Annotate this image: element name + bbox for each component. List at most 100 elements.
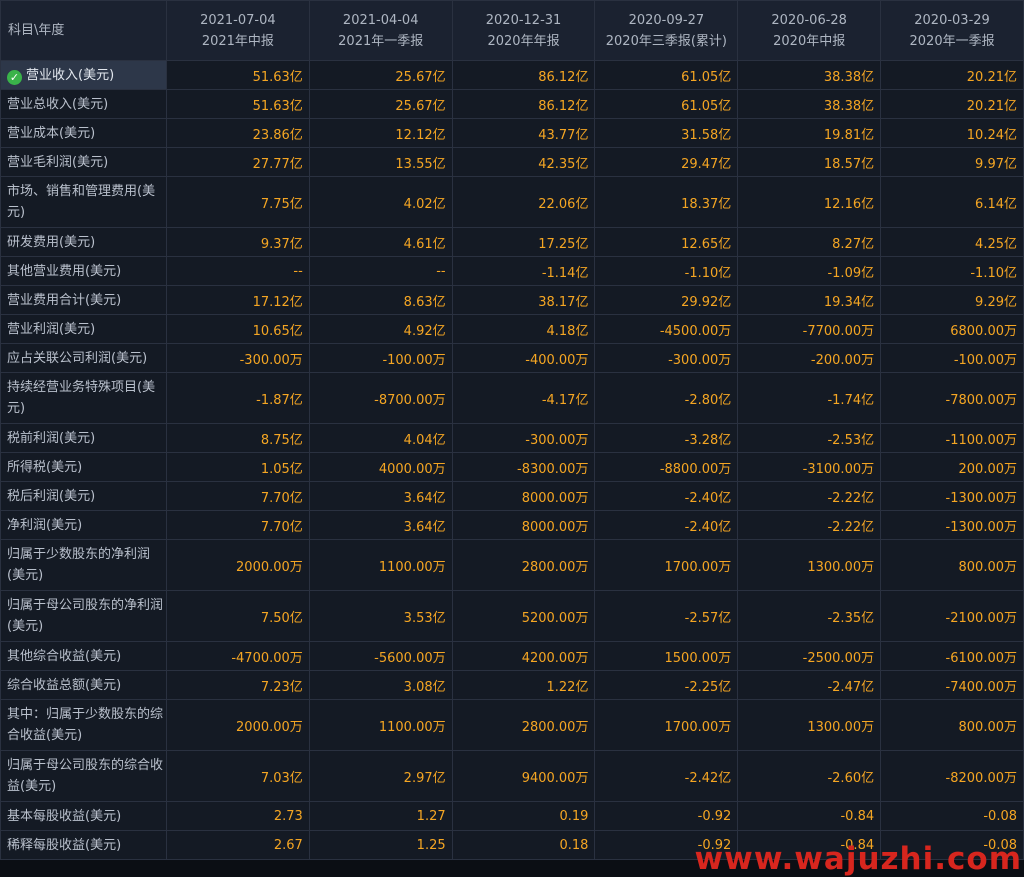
row-label[interactable]: 研发费用(美元): [0, 227, 167, 257]
corner-header: 科目\年度: [0, 0, 167, 61]
value-cell: -1300.00万: [880, 510, 1024, 540]
row-label[interactable]: 应占关联公司利润(美元): [0, 343, 167, 373]
value-cell: -0.84: [737, 830, 882, 860]
period-header[interactable]: 2021-07-04 2021年中报: [165, 0, 310, 61]
value-cell: -2.22亿: [737, 481, 882, 511]
row-label[interactable]: 营业利润(美元): [0, 314, 167, 344]
row-label[interactable]: 归属于少数股东的净利润(美元): [0, 539, 167, 591]
value-cell: 0.18: [451, 830, 596, 860]
table-row[interactable]: 归属于母公司股东的综合收益(美元) 7.03亿 2.97亿 9400.00万 -2.42…: [0, 750, 1024, 802]
value-cell: 17.25亿: [451, 227, 596, 257]
value-cell: 7.70亿: [165, 510, 310, 540]
row-label[interactable]: 营业毛利润(美元): [0, 147, 167, 177]
table-row[interactable]: 其中：归属于少数股东的综合收益(美元) 2000.00万 1100.00万 2800.…: [0, 699, 1024, 751]
table-row[interactable]: 应占关联公司利润(美元) -300.00万 -100.00万 -400.00万 -300…: [0, 343, 1024, 373]
value-cell: -0.08: [880, 801, 1024, 831]
table-row[interactable]: 研发费用(美元) 9.37亿 4.61亿 17.25亿 12.65亿 8.27亿 4.25亿: [0, 227, 1024, 257]
period-label: 2020年中报: [773, 33, 846, 49]
table-row[interactable]: 综合收益总额(美元) 7.23亿 3.08亿 1.22亿 -2.25亿 -2.47亿 -74…: [0, 670, 1024, 700]
table-row[interactable]: 营业利润(美元) 10.65亿 4.92亿 4.18亿 -4500.00万 -7700.0…: [0, 314, 1024, 344]
table-row[interactable]: 归属于母公司股东的净利润(美元) 7.50亿 3.53亿 5200.00万 -2.57亿…: [0, 590, 1024, 642]
value-cell: 51.63亿: [165, 60, 310, 90]
period-header[interactable]: 2021-04-04 2021年一季报: [308, 0, 453, 61]
value-cell: 6800.00万: [880, 314, 1024, 344]
value-cell: 7.70亿: [165, 481, 310, 511]
period-label: 2021年一季报: [338, 33, 424, 49]
row-label[interactable]: 所得税(美元): [0, 452, 167, 482]
table-row[interactable]: ✓ 营业收入(美元) 51.63亿 25.67亿 86.12亿 61.05亿 38.38亿 2…: [0, 60, 1024, 90]
value-cell: 2.67: [165, 830, 310, 860]
row-label[interactable]: 市场、销售和管理费用(美元): [0, 176, 167, 228]
row-label-text: 营业总收入(美元): [7, 96, 109, 112]
value-cell: 2800.00万: [451, 699, 596, 751]
row-label-text: 市场、销售和管理费用(美元): [7, 184, 156, 220]
period-date: 2020-12-31: [485, 12, 562, 28]
value-cell: -2.22亿: [737, 510, 882, 540]
table-row[interactable]: 其他营业费用(美元) -- -- -1.14亿 -1.10亿 -1.09亿 -1.10亿: [0, 256, 1024, 286]
row-label[interactable]: 持续经营业务特殊项目(美元): [0, 372, 167, 424]
row-label-text: 营业费用合计(美元): [7, 292, 122, 308]
row-label-text: 研发费用(美元): [7, 234, 96, 250]
value-cell: 19.81亿: [737, 118, 882, 148]
value-cell: 1300.00万: [737, 539, 882, 591]
row-label[interactable]: 归属于母公司股东的净利润(美元): [0, 590, 167, 642]
period-header[interactable]: 2020-09-27 2020年三季报(累计): [594, 0, 739, 61]
value-cell: 3.64亿: [308, 481, 453, 511]
row-label[interactable]: 稀释每股收益(美元): [0, 830, 167, 860]
row-label[interactable]: 其他营业费用(美元): [0, 256, 167, 286]
row-label[interactable]: 基本每股收益(美元): [0, 801, 167, 831]
row-label[interactable]: 其中：归属于少数股东的综合收益(美元): [0, 699, 167, 751]
value-cell: 2000.00万: [165, 699, 310, 751]
value-cell: -2.35亿: [737, 590, 882, 642]
value-cell: -1.10亿: [594, 256, 739, 286]
table-row[interactable]: 所得税(美元) 1.05亿 4000.00万 -8300.00万 -8800.00万 -3…: [0, 452, 1024, 482]
table-row[interactable]: 净利润(美元) 7.70亿 3.64亿 8000.00万 -2.40亿 -2.22亿 -13…: [0, 510, 1024, 540]
row-label-text: 持续经营业务特殊项目(美元): [7, 380, 156, 416]
table-row[interactable]: 营业毛利润(美元) 27.77亿 13.55亿 42.35亿 29.47亿 18.57亿 9…: [0, 147, 1024, 177]
value-cell: -7800.00万: [880, 372, 1024, 424]
table-row[interactable]: 税后利润(美元) 7.70亿 3.64亿 8000.00万 -2.40亿 -2.22亿 -1…: [0, 481, 1024, 511]
row-label[interactable]: 净利润(美元): [0, 510, 167, 540]
table-row[interactable]: 归属于少数股东的净利润(美元) 2000.00万 1100.00万 2800.00万 1…: [0, 539, 1024, 591]
value-cell: 7.50亿: [165, 590, 310, 642]
value-cell: 12.12亿: [308, 118, 453, 148]
row-label[interactable]: 综合收益总额(美元): [0, 670, 167, 700]
table-row[interactable]: 税前利润(美元) 8.75亿 4.04亿 -300.00万 -3.28亿 -2.53亿 -1…: [0, 423, 1024, 453]
period-header[interactable]: 2020-06-28 2020年中报: [737, 0, 882, 61]
row-label[interactable]: 税后利润(美元): [0, 481, 167, 511]
table-row[interactable]: 营业成本(美元) 23.86亿 12.12亿 43.77亿 31.58亿 19.81亿 10…: [0, 118, 1024, 148]
period-header[interactable]: 2020-03-29 2020年一季报: [880, 0, 1024, 61]
table-row[interactable]: 持续经营业务特殊项目(美元) -1.87亿 -8700.00万 -4.17亿 -2.80…: [0, 372, 1024, 424]
value-cell: -2100.00万: [880, 590, 1024, 642]
row-label[interactable]: 营业总收入(美元): [0, 89, 167, 119]
value-cell: 2.73: [165, 801, 310, 831]
row-label[interactable]: 其他综合收益(美元): [0, 641, 167, 671]
value-cell: 4000.00万: [308, 452, 453, 482]
table-row[interactable]: 营业总收入(美元) 51.63亿 25.67亿 86.12亿 61.05亿 38.38亿 2…: [0, 89, 1024, 119]
row-label[interactable]: 营业成本(美元): [0, 118, 167, 148]
value-cell: -2.25亿: [594, 670, 739, 700]
value-cell: -7400.00万: [880, 670, 1024, 700]
value-cell: -0.92: [594, 801, 739, 831]
period-date: 2021-07-04: [200, 12, 276, 28]
value-cell: 7.23亿: [165, 670, 310, 700]
row-label[interactable]: 税前利润(美元): [0, 423, 167, 453]
value-cell: 1700.00万: [594, 699, 739, 751]
value-cell: 3.64亿: [308, 510, 453, 540]
value-cell: -100.00万: [880, 343, 1024, 373]
table-row[interactable]: 基本每股收益(美元) 2.73 1.27 0.19 -0.92 -0.84 -0.08: [0, 801, 1024, 831]
row-label-text: 归属于母公司股东的综合收益(美元): [7, 758, 164, 794]
table-row[interactable]: 市场、销售和管理费用(美元) 7.75亿 4.02亿 22.06亿 18.37亿 12.1…: [0, 176, 1024, 228]
value-cell: -7700.00万: [737, 314, 882, 344]
table-row[interactable]: 其他综合收益(美元) -4700.00万 -5600.00万 4200.00万 1500…: [0, 641, 1024, 671]
value-cell: 1100.00万: [308, 699, 453, 751]
row-label[interactable]: 归属于母公司股东的综合收益(美元): [0, 750, 167, 802]
table-row[interactable]: 营业费用合计(美元) 17.12亿 8.63亿 38.17亿 29.92亿 19.34亿 9…: [0, 285, 1024, 315]
row-label[interactable]: 营业费用合计(美元): [0, 285, 167, 315]
value-cell: -8800.00万: [594, 452, 739, 482]
row-label[interactable]: ✓ 营业收入(美元): [0, 60, 167, 90]
value-cell: -1.74亿: [737, 372, 882, 424]
period-label: 2020年一季报: [909, 33, 995, 49]
period-header[interactable]: 2020-12-31 2020年年报: [451, 0, 596, 61]
table-row[interactable]: 稀释每股收益(美元) 2.67 1.25 0.18 -0.92 -0.84 -0.08: [0, 830, 1024, 860]
